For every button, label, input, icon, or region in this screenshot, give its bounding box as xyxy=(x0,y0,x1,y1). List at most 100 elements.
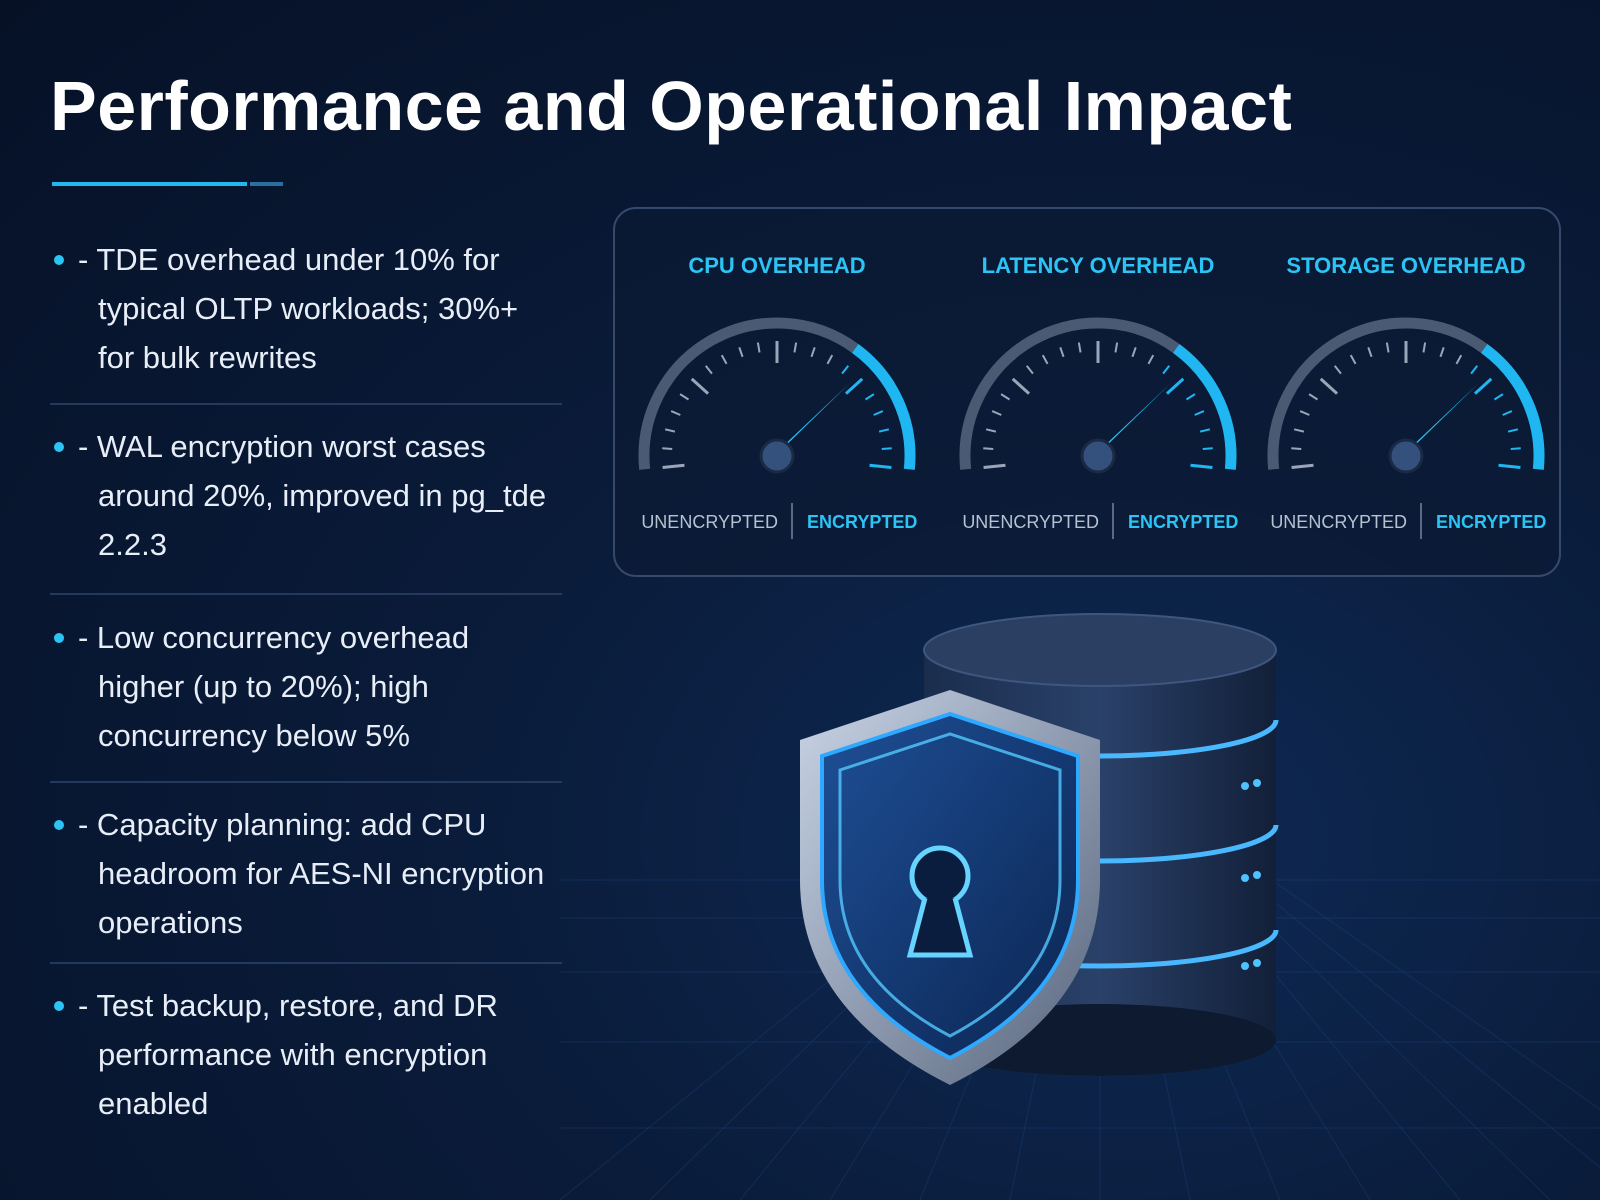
gauge-tick xyxy=(1308,393,1319,401)
gauge-needle xyxy=(1400,381,1481,460)
gauge-tick xyxy=(878,428,890,433)
gauge-tick xyxy=(1473,377,1493,395)
gauge-tick xyxy=(738,347,744,358)
gauge-tick xyxy=(1493,393,1504,401)
gauge-tick xyxy=(983,447,994,450)
divider xyxy=(50,781,562,783)
bullet-dot xyxy=(54,442,64,452)
gauge-tick xyxy=(1131,347,1137,358)
gauge-tick xyxy=(1059,347,1065,358)
bullet-text: - Capacity planning: add CPU headroom fo… xyxy=(78,807,545,940)
gauge-tick xyxy=(864,393,875,401)
gauge-tick xyxy=(826,354,834,365)
gauge-tick xyxy=(1385,342,1390,353)
gauge-right-label: ENCRYPTED xyxy=(807,512,917,532)
gauge-needle xyxy=(1092,381,1173,460)
gauge-tick xyxy=(1502,410,1513,416)
gauge-arc xyxy=(1480,343,1545,470)
bullet-text: - WAL encryption worst cases around 20%,… xyxy=(78,429,547,562)
shield xyxy=(800,690,1100,1085)
gauge-tick xyxy=(1422,342,1427,353)
gauge-arc xyxy=(638,317,859,470)
divider xyxy=(50,403,562,405)
gauge-tick xyxy=(662,463,685,469)
gauge-tick xyxy=(1202,447,1213,450)
gauge-tick xyxy=(690,377,710,395)
gauge-hub xyxy=(1388,438,1424,474)
gauge: CPU OVERHEAD UNENCRYPTED ENCRYPTED xyxy=(638,253,917,539)
gauge-tick xyxy=(841,365,850,375)
bullet-text: - TDE overhead under 10% for typical OLT… xyxy=(78,242,519,375)
gauge-arc xyxy=(851,343,916,470)
gauge-right-label: ENCRYPTED xyxy=(1436,512,1546,532)
gauge-tick xyxy=(720,354,728,365)
gauge-tick xyxy=(1333,365,1342,375)
gauge-tick xyxy=(1349,354,1357,365)
gauge-tick xyxy=(881,447,892,450)
gauge-tick xyxy=(662,447,673,450)
divider xyxy=(50,593,562,595)
gauge-tick xyxy=(1147,354,1155,365)
gauge-tick xyxy=(873,410,884,416)
gauge-tick xyxy=(1185,393,1196,401)
bullet-item: - Low concurrency overhead higher (up to… xyxy=(50,613,560,760)
gauge-hub xyxy=(1080,438,1116,474)
gauge-arc xyxy=(1172,343,1237,470)
gauge-tick xyxy=(664,428,676,433)
gauge-tick xyxy=(756,342,761,353)
gauge-tick xyxy=(1367,347,1373,358)
gauge-hub xyxy=(759,438,795,474)
title-underline-tail xyxy=(250,182,283,186)
gauge-tick xyxy=(1025,365,1034,375)
bullet-text: - Low concurrency overhead higher (up to… xyxy=(78,620,470,753)
bullet-item: - Capacity planning: add CPU headroom fo… xyxy=(50,800,560,947)
gauge-tick xyxy=(1162,365,1171,375)
gauge-tick xyxy=(1507,428,1519,433)
gauge-tick xyxy=(670,410,681,416)
bullet-dot xyxy=(54,255,64,265)
gauge-panel xyxy=(613,207,1561,577)
bullet-text: - Test backup, restore, and DR performan… xyxy=(78,988,498,1121)
gauge-tick xyxy=(1165,377,1185,395)
bullet-item: - WAL encryption worst cases around 20%,… xyxy=(50,422,560,569)
gauge-tick xyxy=(1041,354,1049,365)
bullet-dot xyxy=(54,820,64,830)
bullet-dot xyxy=(54,633,64,643)
gauge-tick xyxy=(1194,410,1205,416)
gauge-arc xyxy=(1267,317,1488,470)
gauge-tick xyxy=(869,463,892,469)
gauge-tick xyxy=(793,342,798,353)
title-underline xyxy=(52,182,247,186)
bullet-dot xyxy=(54,1001,64,1011)
gauge: LATENCY OVERHEAD UNENCRYPTED ENCRYPTED xyxy=(959,253,1238,539)
gauge-arc xyxy=(959,317,1180,470)
gauge-tick xyxy=(1293,428,1305,433)
gauge-tick xyxy=(1291,447,1302,450)
gauge-tick xyxy=(679,393,690,401)
gauge-tick xyxy=(985,428,997,433)
gauge-tick xyxy=(1299,410,1310,416)
bullet-item: - Test backup, restore, and DR performan… xyxy=(50,981,560,1128)
gauge-needle xyxy=(771,381,852,460)
gauge-tick xyxy=(1439,347,1445,358)
gauge-tick xyxy=(1498,463,1521,469)
gauge-right-label: ENCRYPTED xyxy=(1128,512,1238,532)
gauge-title: STORAGE OVERHEAD xyxy=(1286,253,1525,278)
bullet-item: - TDE overhead under 10% for typical OLT… xyxy=(50,235,560,382)
gauge-tick xyxy=(1510,447,1521,450)
title: Performance and Operational Impact xyxy=(50,67,1293,145)
gauge-tick xyxy=(1190,463,1213,469)
gauge-left-label: UNENCRYPTED xyxy=(1270,512,1407,532)
gauge-tick xyxy=(983,463,1006,469)
gauge-tick xyxy=(1455,354,1463,365)
gauge-title: LATENCY OVERHEAD xyxy=(982,253,1215,278)
gauge-tick xyxy=(1470,365,1479,375)
gauge-tick xyxy=(1199,428,1211,433)
gauge-tick xyxy=(1319,377,1339,395)
gauge: STORAGE OVERHEAD UNENCRYPTED ENCRYPTED xyxy=(1267,253,1546,539)
gauge-tick xyxy=(704,365,713,375)
gauge-tick xyxy=(1000,393,1011,401)
divider xyxy=(50,962,562,964)
